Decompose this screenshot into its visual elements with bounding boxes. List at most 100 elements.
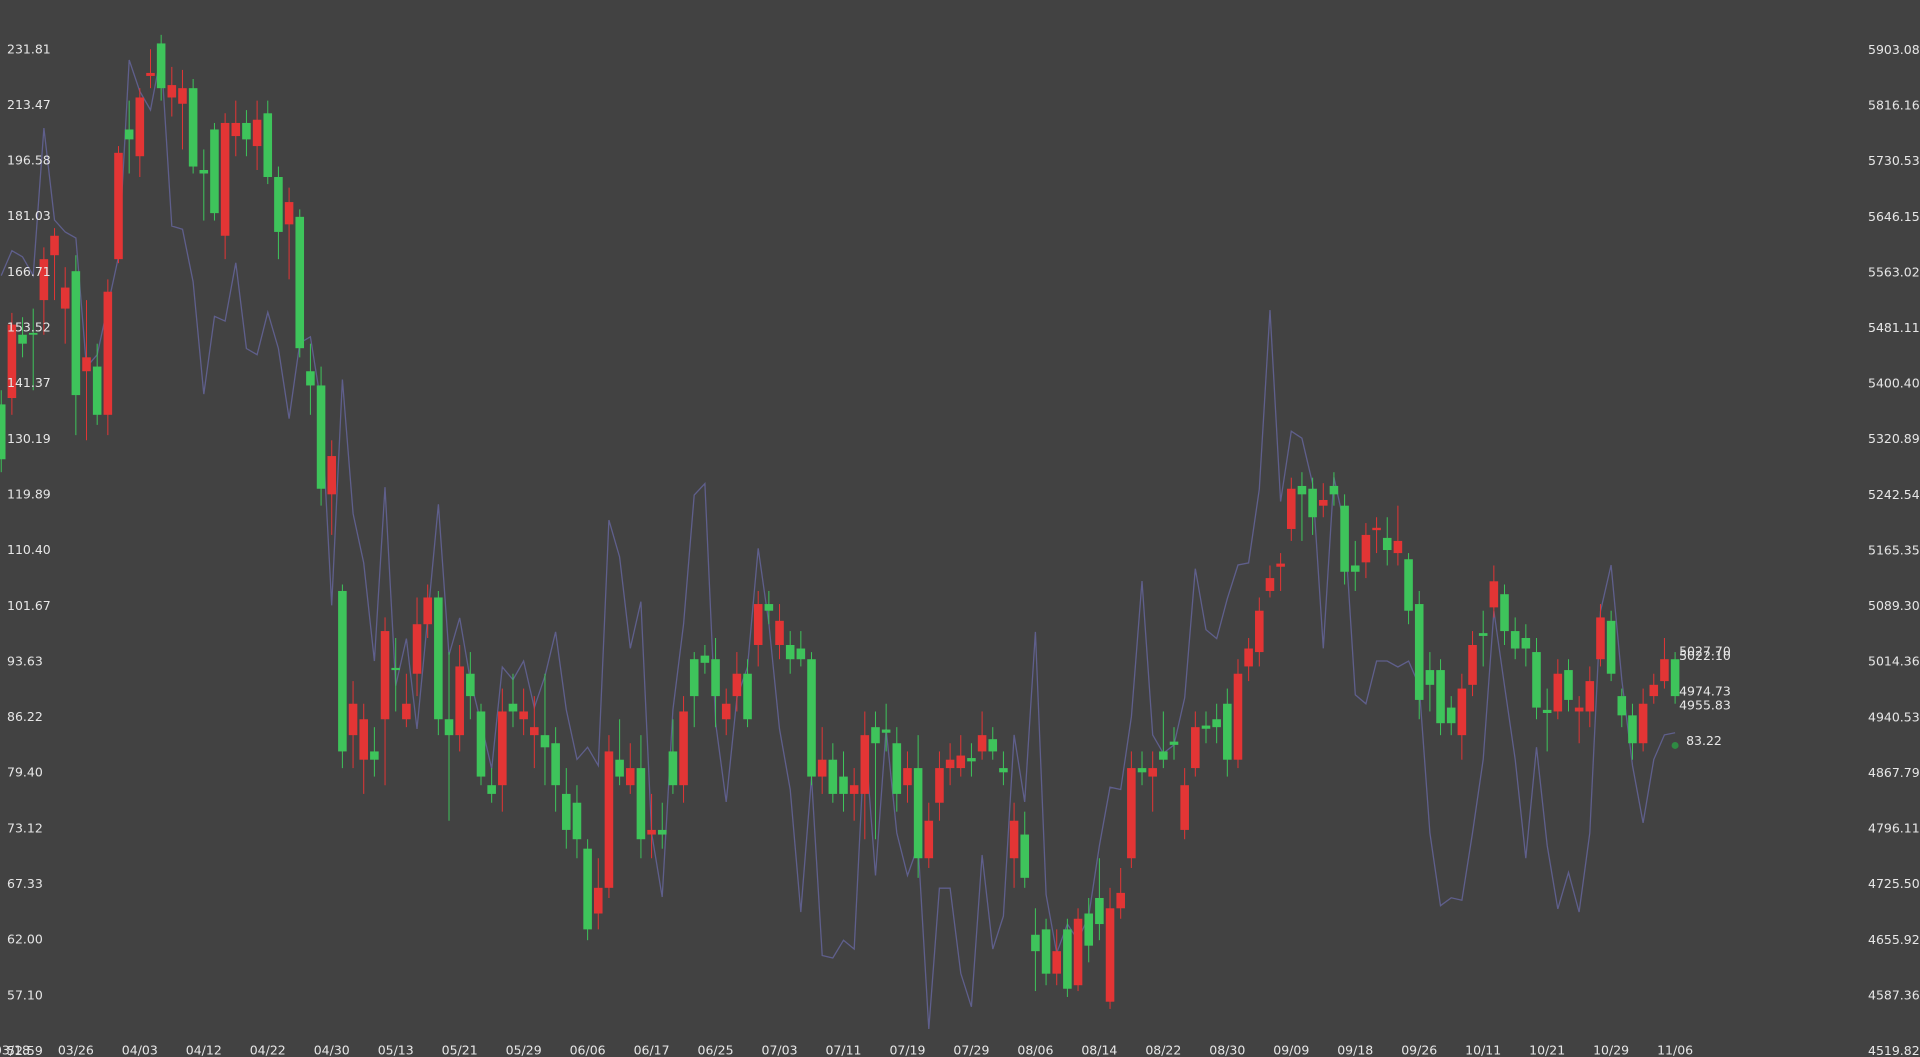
candle-body [1169, 741, 1179, 745]
y-tick-label: 119.89 [7, 486, 51, 501]
y-tick-label: 5165.35 [1868, 542, 1920, 557]
candle-body [1073, 918, 1083, 986]
candle-body [1137, 768, 1147, 773]
candle-body [1574, 707, 1584, 712]
candle-body [1244, 648, 1253, 667]
y-tick-label: 5320.89 [1868, 431, 1920, 446]
y-tick-label: 130.19 [7, 431, 51, 446]
candle-body [977, 735, 987, 752]
candle-body [1009, 820, 1019, 859]
candle-body [167, 85, 177, 98]
candle-body [562, 793, 571, 830]
candle-body [199, 170, 209, 174]
x-tick-label: 08/06 [1017, 1043, 1053, 1057]
candle-body [263, 113, 273, 178]
candle-body [28, 332, 38, 335]
candle-body [583, 848, 592, 930]
candle-body [1255, 610, 1264, 653]
y-tick-label: 153.52 [7, 320, 51, 335]
candle-body [540, 735, 550, 748]
candle-body [348, 703, 358, 736]
candle-body [1318, 499, 1328, 506]
candle-body [1286, 488, 1296, 529]
candle-body [721, 703, 731, 720]
x-tick-label: 10/11 [1465, 1043, 1501, 1057]
candle-body [753, 604, 763, 645]
x-tick-label: 06/25 [698, 1043, 734, 1057]
candle-body [252, 119, 262, 147]
candle-body [466, 673, 475, 697]
annotation-label: 5027.70 [1679, 644, 1731, 659]
candle-body [82, 357, 91, 372]
x-tick-label: 04/12 [186, 1043, 222, 1057]
candle-body [1628, 715, 1637, 744]
candle-body [903, 768, 912, 786]
candle-body [1596, 617, 1605, 660]
candle-body [593, 887, 603, 914]
candle-body [1329, 485, 1339, 495]
candle-body [817, 759, 827, 777]
candle-body [657, 829, 667, 835]
y-tick-label: 166.71 [7, 264, 51, 279]
candle-body [146, 72, 155, 76]
candle-body [434, 597, 443, 720]
candle-body [1084, 913, 1093, 946]
candle-body [1372, 527, 1381, 531]
candle-body [551, 743, 560, 786]
y-tick-label: 79.40 [7, 765, 43, 780]
x-tick-label: 07/19 [889, 1043, 925, 1057]
candle-body [1489, 581, 1499, 608]
x-tick-label: 04/03 [122, 1043, 158, 1057]
candle-body [764, 604, 774, 611]
candle-body [1382, 537, 1392, 551]
candle-body [380, 631, 390, 720]
x-tick-label: 10/21 [1529, 1043, 1565, 1057]
x-tick-label: 08/14 [1081, 1043, 1117, 1057]
x-tick-label: 11/06 [1657, 1043, 1693, 1057]
y-tick-label: 73.12 [7, 820, 43, 835]
candle-body [839, 776, 848, 794]
candle-body [1297, 485, 1307, 495]
last-value-dot [1671, 741, 1679, 749]
y-tick-label: 4940.53 [1868, 709, 1920, 724]
candle-body [1127, 768, 1136, 859]
candle-body [849, 785, 859, 794]
candle-body [508, 703, 518, 712]
candle-body [924, 820, 934, 859]
candle-body [1350, 565, 1360, 572]
annotation-label: 5022.10 [1679, 648, 1731, 663]
candle-body [476, 711, 486, 777]
candle-body [1340, 505, 1349, 572]
candle-body [1063, 929, 1072, 989]
y-tick-label: 93.63 [7, 653, 43, 668]
candle-body [1670, 659, 1680, 697]
candle-body [487, 785, 496, 794]
x-tick-label: 04/22 [250, 1043, 286, 1057]
candle-body [1617, 696, 1627, 716]
candle-body [338, 590, 347, 752]
annotation-label: 83.22 [1686, 733, 1722, 748]
candle-body [444, 719, 454, 736]
candle-body [1649, 684, 1659, 697]
candle-body [1521, 637, 1531, 649]
candle-body [124, 129, 134, 140]
candle-body [295, 216, 305, 349]
candle-body [1041, 929, 1051, 974]
candle-body [1116, 892, 1125, 909]
y-tick-label: 86.22 [7, 709, 43, 724]
candle-body [1233, 673, 1243, 760]
y-tick-label: 62.00 [7, 932, 43, 947]
x-tick-label: 03/18 [0, 1043, 30, 1057]
candle-body [1468, 644, 1477, 685]
candle-body [18, 334, 27, 344]
candle-body [1105, 908, 1115, 1002]
candle-body [668, 751, 678, 786]
candle-body [135, 97, 145, 157]
candle-body [306, 371, 315, 386]
candle-body [220, 122, 230, 236]
candle-body [572, 802, 582, 840]
candle-body [988, 739, 998, 752]
candle-body [913, 768, 923, 859]
candle-body [359, 719, 369, 760]
candle-body [967, 758, 976, 762]
